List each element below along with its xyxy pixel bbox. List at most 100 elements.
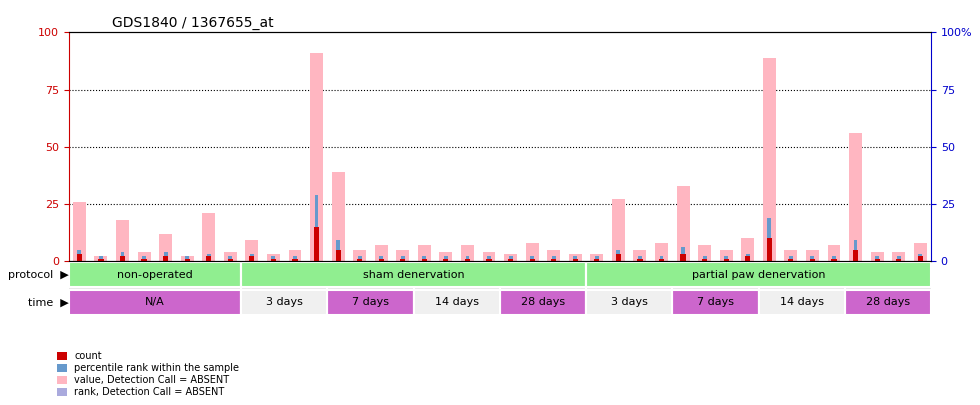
- Bar: [137, 252, 151, 261]
- Bar: [633, 249, 647, 261]
- Bar: [482, 252, 496, 261]
- Bar: [400, 259, 406, 261]
- Bar: [595, 256, 599, 259]
- Bar: [529, 259, 535, 261]
- Bar: [94, 256, 108, 261]
- Bar: [698, 245, 711, 261]
- Bar: [723, 259, 729, 261]
- Bar: [245, 241, 259, 261]
- Bar: [99, 256, 103, 259]
- Bar: [616, 249, 620, 254]
- Bar: [315, 195, 318, 227]
- FancyBboxPatch shape: [500, 290, 586, 315]
- Bar: [164, 252, 168, 256]
- Bar: [267, 254, 280, 261]
- Bar: [358, 256, 362, 259]
- Bar: [573, 256, 577, 259]
- Bar: [809, 259, 815, 261]
- Bar: [250, 254, 254, 256]
- Bar: [292, 259, 298, 261]
- FancyBboxPatch shape: [672, 290, 759, 315]
- Bar: [417, 245, 431, 261]
- Bar: [142, 256, 146, 259]
- Bar: [141, 259, 147, 261]
- Bar: [870, 252, 884, 261]
- Text: N/A: N/A: [145, 297, 165, 307]
- Bar: [680, 254, 686, 261]
- Bar: [310, 53, 323, 261]
- FancyBboxPatch shape: [241, 290, 327, 315]
- Bar: [827, 245, 841, 261]
- FancyBboxPatch shape: [69, 262, 241, 287]
- Bar: [314, 227, 319, 261]
- Text: 14 days: 14 days: [780, 297, 823, 307]
- Bar: [206, 256, 212, 261]
- Bar: [249, 256, 255, 261]
- Bar: [335, 249, 341, 261]
- Bar: [353, 249, 367, 261]
- FancyBboxPatch shape: [69, 290, 241, 315]
- Text: time  ▶: time ▶: [27, 297, 69, 307]
- Bar: [590, 254, 604, 261]
- Text: 28 days: 28 days: [865, 297, 910, 307]
- Bar: [379, 256, 383, 259]
- Bar: [184, 259, 190, 261]
- Bar: [788, 259, 794, 261]
- Bar: [508, 259, 514, 261]
- Bar: [421, 259, 427, 261]
- Bar: [378, 259, 384, 261]
- Bar: [767, 217, 771, 238]
- Bar: [98, 259, 104, 261]
- Text: 3 days: 3 days: [611, 297, 648, 307]
- Text: 7 days: 7 days: [352, 297, 389, 307]
- Text: 3 days: 3 days: [266, 297, 303, 307]
- Bar: [228, 256, 232, 259]
- Text: 7 days: 7 days: [697, 297, 734, 307]
- Bar: [762, 58, 776, 261]
- Bar: [207, 254, 211, 256]
- Bar: [831, 259, 837, 261]
- Bar: [270, 259, 276, 261]
- Bar: [832, 256, 836, 259]
- Bar: [530, 256, 534, 259]
- Bar: [223, 252, 237, 261]
- Bar: [466, 256, 469, 259]
- Bar: [551, 259, 557, 261]
- FancyBboxPatch shape: [327, 290, 414, 315]
- Bar: [465, 259, 470, 261]
- FancyBboxPatch shape: [586, 262, 931, 287]
- Bar: [918, 254, 922, 256]
- Bar: [509, 256, 513, 259]
- Legend: count, percentile rank within the sample, value, Detection Call = ABSENT, rank, : count, percentile rank within the sample…: [54, 348, 242, 400]
- Bar: [568, 254, 582, 261]
- Bar: [271, 256, 275, 259]
- Text: 14 days: 14 days: [435, 297, 478, 307]
- Bar: [745, 256, 751, 261]
- Text: 28 days: 28 days: [520, 297, 565, 307]
- Bar: [853, 249, 858, 261]
- Bar: [547, 249, 561, 261]
- Bar: [615, 254, 621, 261]
- Bar: [374, 245, 388, 261]
- Bar: [288, 249, 302, 261]
- Bar: [552, 256, 556, 259]
- Bar: [486, 259, 492, 261]
- Bar: [875, 256, 879, 259]
- Bar: [76, 254, 82, 261]
- Bar: [724, 256, 728, 259]
- Bar: [789, 256, 793, 259]
- Bar: [719, 249, 733, 261]
- Bar: [681, 247, 685, 254]
- Text: GDS1840 / 1367655_at: GDS1840 / 1367655_at: [112, 16, 273, 30]
- FancyBboxPatch shape: [845, 290, 931, 315]
- Bar: [159, 234, 172, 261]
- Bar: [896, 259, 902, 261]
- Bar: [572, 259, 578, 261]
- Bar: [637, 259, 643, 261]
- Bar: [746, 254, 750, 256]
- Bar: [612, 199, 625, 261]
- Bar: [525, 243, 539, 261]
- Text: partial paw denervation: partial paw denervation: [692, 270, 825, 280]
- Bar: [594, 259, 600, 261]
- Bar: [849, 133, 862, 261]
